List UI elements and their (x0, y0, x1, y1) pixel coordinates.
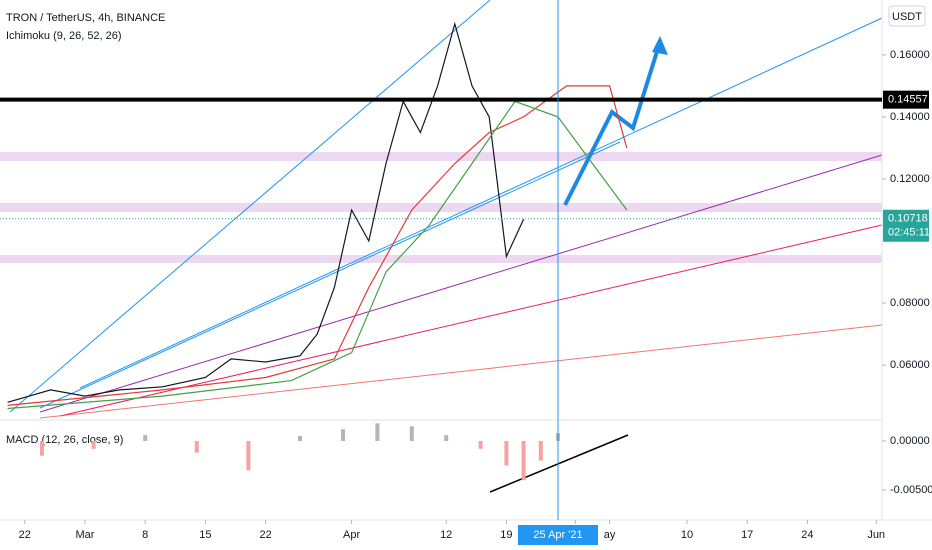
x-tick-label: Mar (76, 529, 95, 541)
y-tick-label: 0.16000 (890, 49, 930, 61)
arrow-head (652, 36, 668, 55)
x-tick-label: 8 (142, 529, 148, 541)
y-tick-label: -0.00500 (890, 484, 932, 496)
macd-bar (521, 440, 526, 481)
price-line (7, 100, 628, 410)
crosshair-label-box (518, 525, 598, 545)
zone (0, 255, 882, 263)
trendline (39, 154, 883, 413)
trendline (39, 324, 883, 419)
x-tick-label: ay (604, 529, 616, 541)
macd-bar (375, 423, 380, 441)
macd-bar (91, 440, 96, 449)
currency-button[interactable] (888, 5, 926, 27)
macd-bar (298, 436, 302, 441)
level-label: 0.14557 (888, 94, 928, 106)
x-tick-label: 19 (500, 529, 512, 541)
price-line (7, 85, 628, 406)
macd-label: MACD (12, 26, close, 9) (6, 434, 123, 446)
level-label-box (883, 90, 929, 109)
macd-bar (40, 440, 44, 456)
last-price-box (883, 209, 929, 242)
macd-bar (538, 440, 543, 461)
x-tick-label: Jun (867, 529, 885, 541)
x-tick-label: 22 (19, 529, 31, 541)
trendline (79, 17, 883, 389)
macd-bar (143, 435, 148, 441)
macd-bar (478, 440, 483, 449)
x-tick-label: 12 (440, 529, 452, 541)
x-tick-label: Apr (343, 529, 360, 541)
x-tick-label: 22 (259, 529, 271, 541)
y-tick-label: 0.06000 (890, 359, 930, 371)
x-tick-label: 24 (801, 529, 813, 541)
trendline (59, 224, 883, 417)
y-tick-label: 0.08000 (890, 297, 930, 309)
y-tick-label: 0.12000 (890, 173, 930, 185)
trendlines (9, 0, 883, 493)
zone (0, 152, 882, 161)
indicator-label: Ichimoku (9, 26, 52, 26) (6, 30, 122, 42)
symbol-title: TRON / TetherUS, 4h, BINANCE (6, 12, 165, 24)
x-tick-label: 17 (741, 529, 753, 541)
trendline (489, 434, 629, 493)
price-line (7, 21, 525, 403)
macd-bar (504, 440, 509, 466)
last-price-label: 0.10718 (888, 213, 928, 225)
trendline (9, 0, 491, 413)
macd-bar (444, 435, 449, 441)
macd-bar (341, 429, 345, 441)
x-tick-label: 10 (681, 529, 693, 541)
macd-bar (194, 440, 199, 453)
y-tick-label: 0.14000 (890, 111, 930, 123)
countdown-label: 02:45:11 (888, 227, 930, 239)
trendline (39, 141, 621, 409)
x-tick-label: 15 (199, 529, 211, 541)
macd-bar (409, 426, 414, 441)
macd-bar (246, 440, 251, 471)
y-tick-label: 0.00000 (890, 435, 930, 447)
currency-label[interactable]: USDT (892, 11, 922, 23)
crosshair-label: 25 Apr '21 (533, 529, 582, 541)
